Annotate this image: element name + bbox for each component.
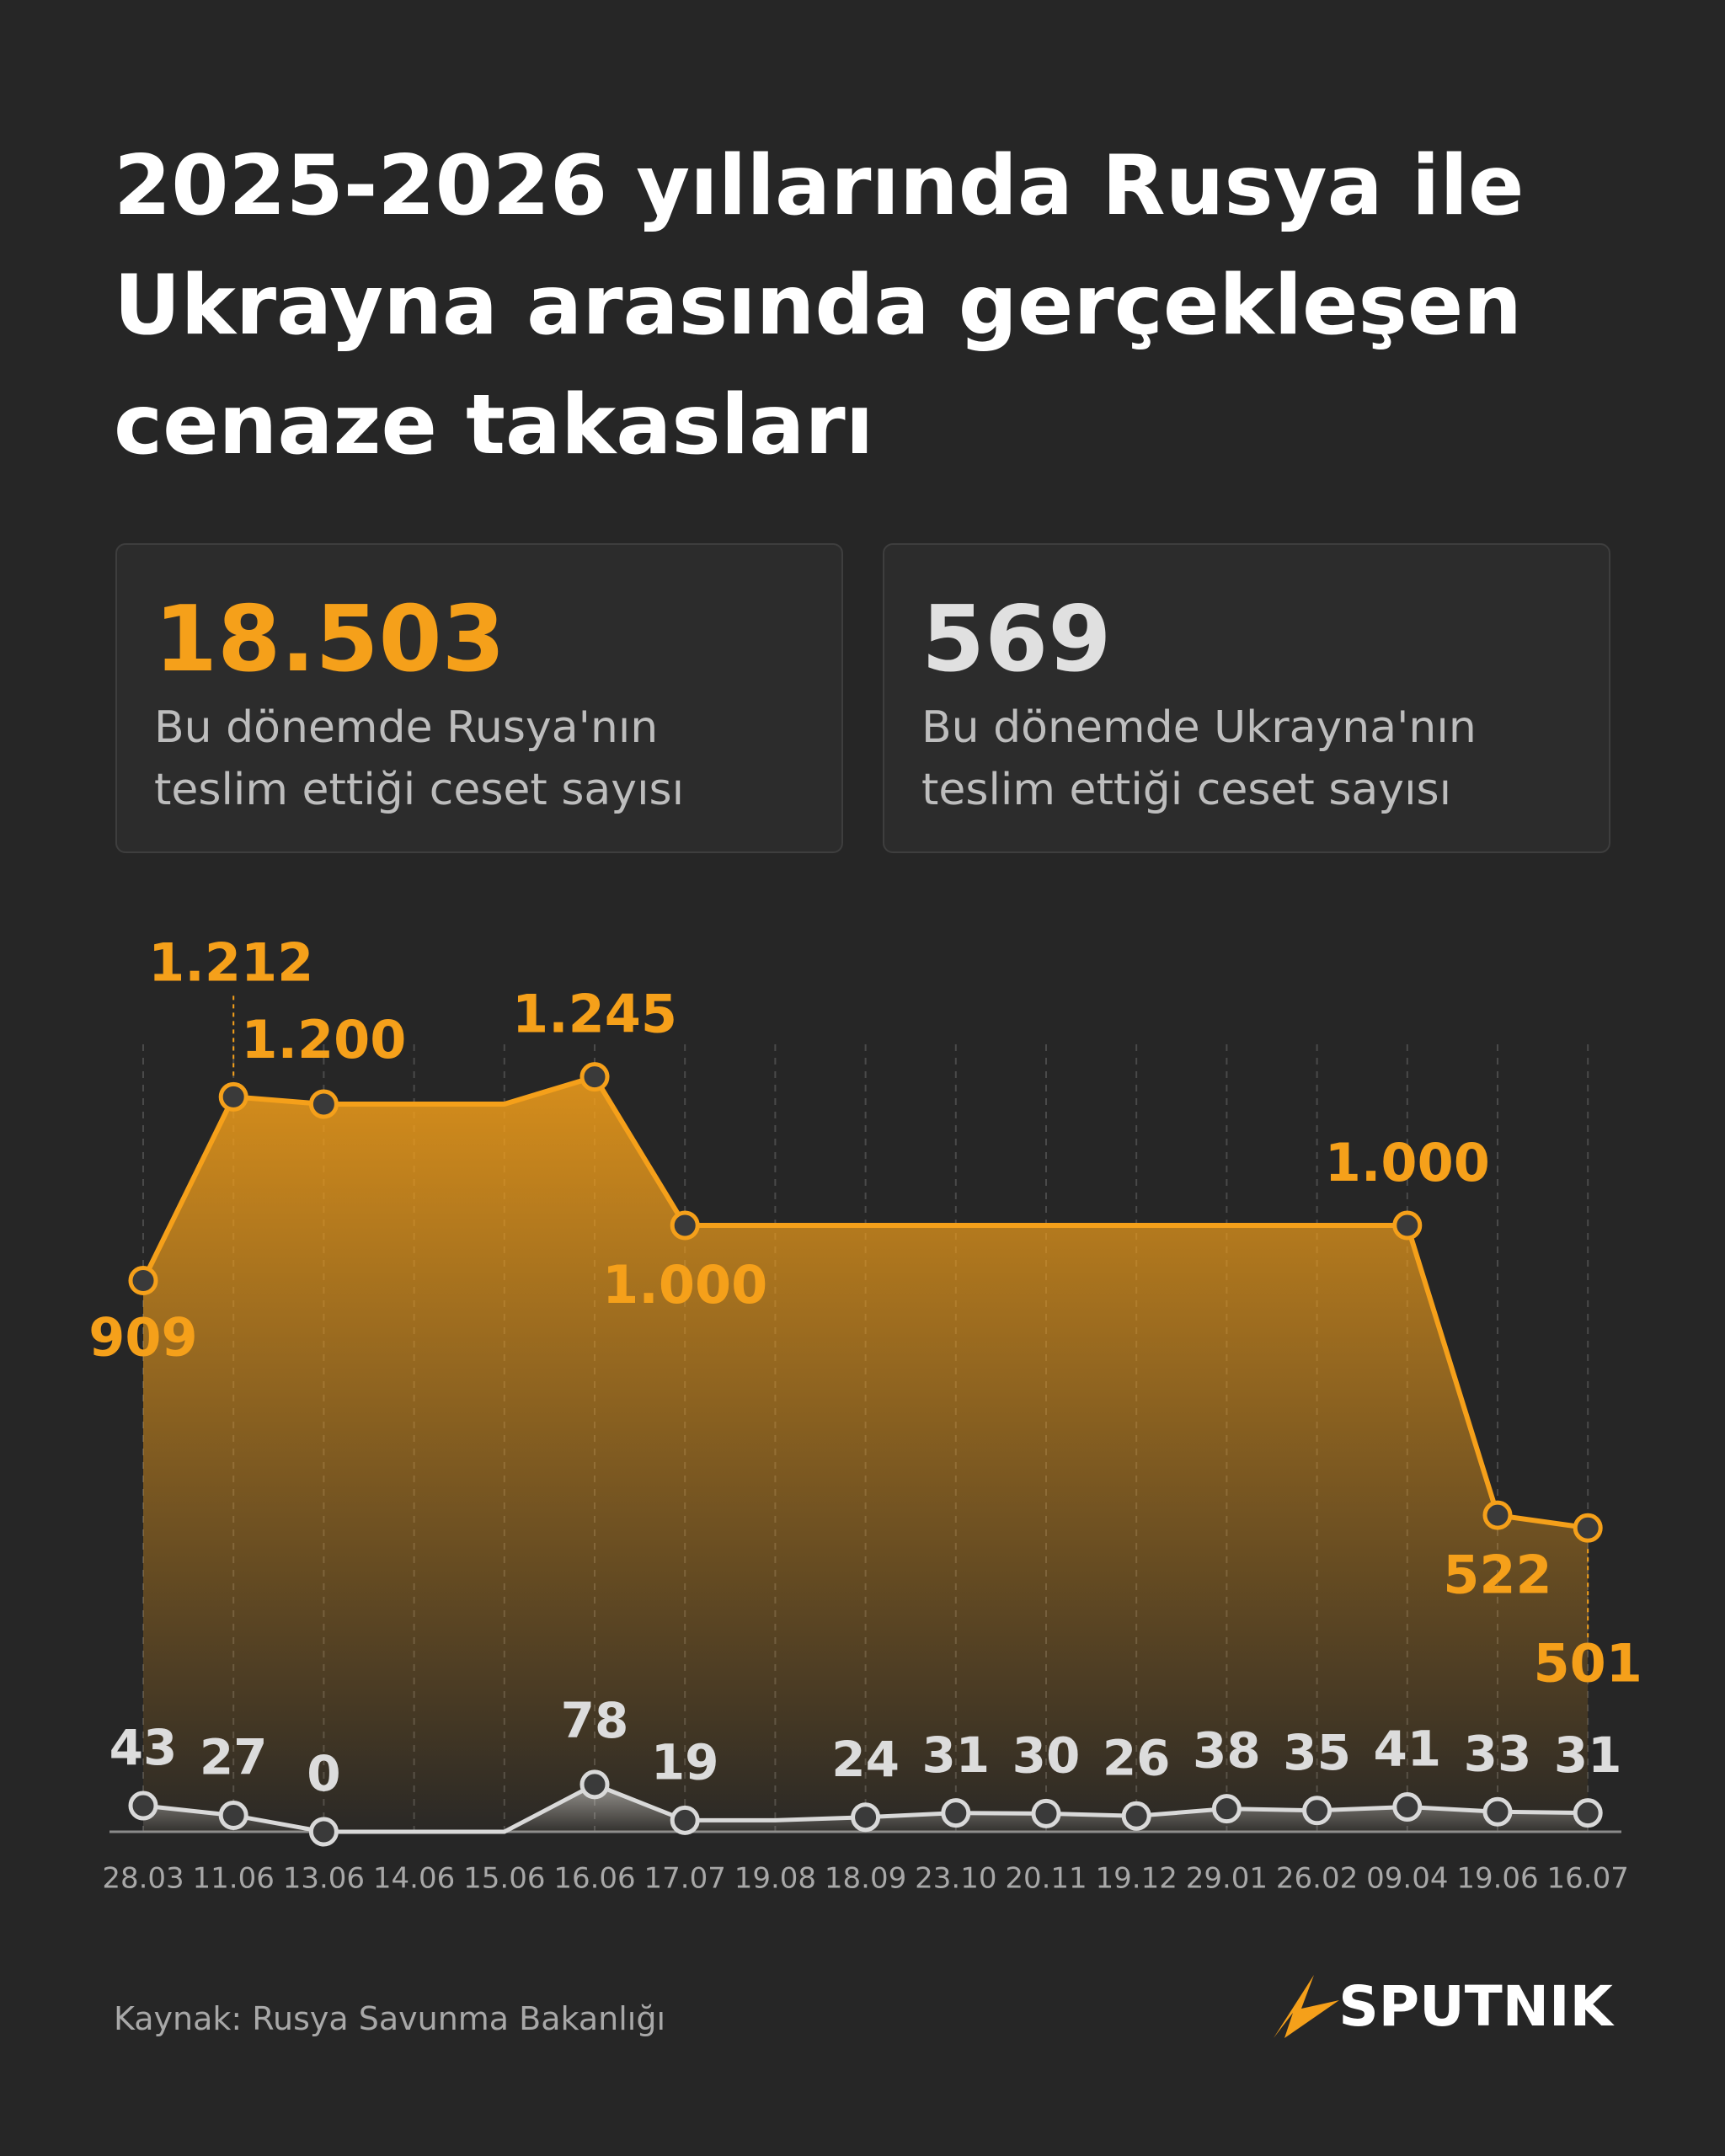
data-label: 33 — [1464, 1725, 1532, 1782]
data-label: 1.000 — [1325, 1132, 1490, 1193]
data-label: 31 — [921, 1726, 990, 1784]
data-label: 501 — [1533, 1632, 1642, 1694]
point — [1573, 1798, 1603, 1828]
data-label: 30 — [1012, 1727, 1081, 1785]
x-tick-label: 16.07 — [1547, 1862, 1629, 1896]
title: 2025-2026 yıllarında Rusya ile Ukrayna a… — [114, 138, 1525, 473]
x-tick-label: 15.06 — [463, 1862, 545, 1896]
x-tick-label: 20.11 — [1005, 1862, 1087, 1896]
point — [1121, 1801, 1151, 1831]
x-tick-label: 09.04 — [1366, 1862, 1448, 1896]
point — [128, 1790, 158, 1821]
x-tick-label: 13.06 — [283, 1862, 365, 1896]
data-label: 24 — [831, 1731, 900, 1788]
stat-value: 18.503 — [154, 587, 505, 692]
data-label: 38 — [1193, 1722, 1261, 1780]
data-label: 27 — [200, 1729, 268, 1786]
data-label: 1.000 — [602, 1254, 767, 1315]
x-tick-label: 29.01 — [1186, 1862, 1268, 1896]
data-label: 522 — [1443, 1544, 1551, 1605]
stat-card: 569 Bu dönemde Ukrayna'nın teslim ettiği… — [883, 543, 1610, 853]
x-tick-label: 19.12 — [1096, 1862, 1178, 1896]
point — [670, 1210, 700, 1241]
stat-value: 569 — [921, 587, 1112, 692]
x-tick-label: 19.06 — [1456, 1862, 1538, 1896]
point — [308, 1817, 339, 1847]
stat-card: 18.503 Bu dönemde Rusya'nın teslim ettiğ… — [115, 543, 843, 853]
x-tick-label: 26.02 — [1276, 1862, 1358, 1896]
data-label: 31 — [1554, 1726, 1622, 1784]
point — [1392, 1210, 1423, 1241]
data-label: 1.245 — [512, 984, 677, 1045]
data-label: 26 — [1103, 1729, 1171, 1786]
source: Kaynak: Rusya Savunma Bakanlığı — [114, 2000, 666, 2037]
x-tick-label: 19.08 — [734, 1862, 816, 1896]
x-tick-label: 23.10 — [915, 1862, 996, 1896]
point — [579, 1062, 610, 1092]
data-label: 1.212 — [148, 931, 313, 993]
point — [308, 1089, 339, 1119]
data-label: 78 — [561, 1692, 629, 1749]
logo-icon — [1274, 1975, 1339, 2038]
point — [218, 1801, 248, 1831]
stat-label: Bu dönemde Rusya'nın teslim ettiği ceset… — [154, 702, 685, 815]
data-label: 0 — [307, 1745, 340, 1802]
data-label: 19 — [651, 1733, 719, 1790]
point — [941, 1798, 971, 1828]
x-tick-label: 11.06 — [193, 1862, 275, 1896]
x-tick-label: 28.03 — [102, 1862, 184, 1896]
point — [1573, 1513, 1603, 1543]
x-tick-label: 14.06 — [373, 1862, 455, 1896]
point — [128, 1266, 158, 1296]
line — [141, 1074, 1589, 1531]
logo: SPUTNIK — [1338, 1974, 1615, 2039]
point — [1482, 1500, 1513, 1530]
x-tick-label: 18.09 — [825, 1862, 906, 1896]
stat-label: Bu dönemde Ukrayna'nın teslim ettiği ces… — [921, 702, 1477, 815]
data-label: 35 — [1283, 1724, 1351, 1781]
point — [851, 1802, 881, 1833]
point — [218, 1081, 248, 1112]
data-label: 41 — [1373, 1721, 1441, 1778]
point — [1482, 1796, 1513, 1827]
area — [143, 1076, 1589, 1832]
data-label: 1.200 — [241, 1009, 406, 1070]
data-label: 43 — [109, 1719, 178, 1776]
point — [1031, 1798, 1061, 1828]
x-tick-label: 17.07 — [644, 1862, 726, 1896]
point — [1392, 1791, 1423, 1822]
x-tick-label: 16.06 — [553, 1862, 635, 1896]
point — [1211, 1794, 1242, 1824]
point — [670, 1805, 700, 1835]
point — [1302, 1796, 1332, 1826]
data-label: 909 — [88, 1307, 197, 1369]
point — [579, 1769, 610, 1800]
